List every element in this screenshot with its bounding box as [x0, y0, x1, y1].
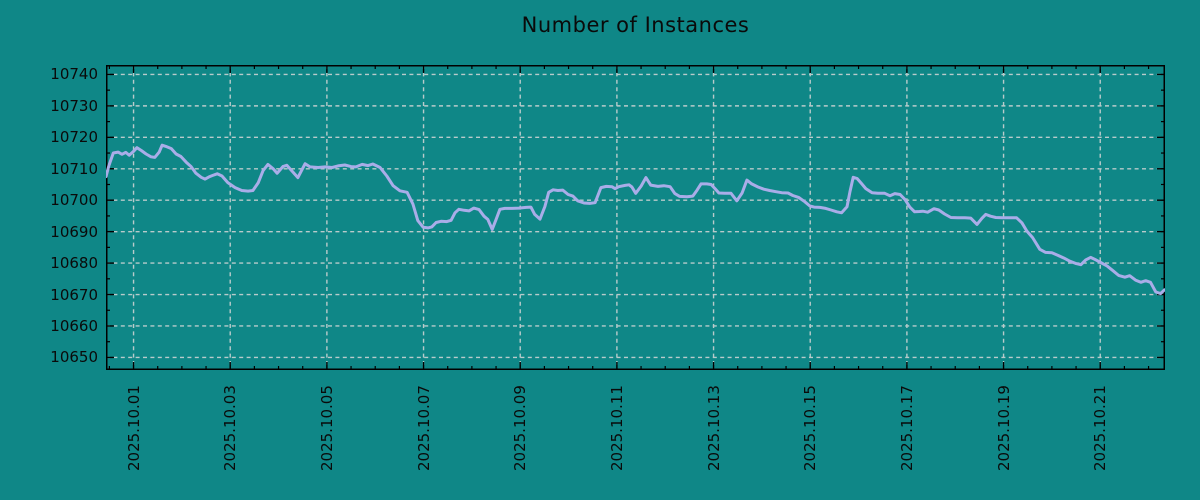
- x-tick-label: 2025.10.03: [221, 385, 240, 471]
- y-tick-label: 10730: [50, 96, 98, 115]
- x-tick-label: 2025.10.15: [801, 385, 820, 471]
- y-tick-label: 10700: [50, 191, 98, 210]
- plot-border: [106, 65, 1165, 370]
- y-tick-label: 10720: [50, 128, 98, 147]
- y-tick-label: 10690: [50, 222, 98, 241]
- y-tick-label: 10660: [50, 316, 98, 335]
- x-tick-label: 2025.10.11: [607, 385, 626, 471]
- y-tick-label: 10740: [50, 65, 98, 84]
- plot-area: [106, 65, 1165, 370]
- y-tick-label: 10680: [50, 254, 98, 273]
- y-tick-label: 10650: [50, 348, 98, 367]
- x-tick-label: 2025.10.07: [414, 385, 433, 471]
- x-tick-label: 2025.10.01: [124, 385, 143, 471]
- y-tick-label: 10670: [50, 285, 98, 304]
- x-tick-label: 2025.10.21: [1091, 385, 1110, 471]
- instances-line-series: [106, 143, 1165, 296]
- gridlines: [106, 65, 1165, 370]
- y-tick-label: 10710: [50, 159, 98, 178]
- x-tick-label: 2025.10.19: [994, 385, 1013, 471]
- x-tick-label: 2025.10.09: [511, 385, 530, 471]
- x-tick-label: 2025.10.05: [317, 385, 336, 471]
- chart-title: Number of Instances: [521, 13, 750, 37]
- x-tick-label: 2025.10.13: [704, 385, 723, 471]
- x-tick-label: 2025.10.17: [897, 385, 916, 471]
